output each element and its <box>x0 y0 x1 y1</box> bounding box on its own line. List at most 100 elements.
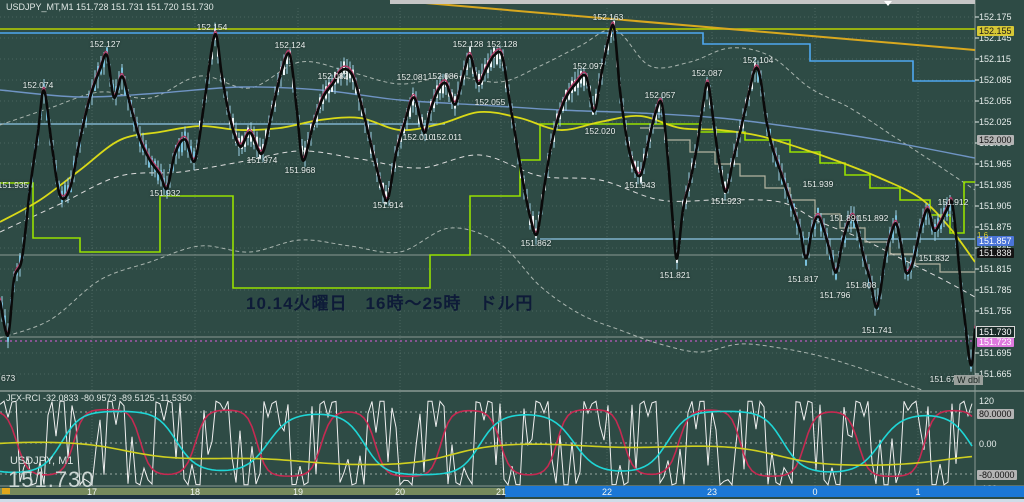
time-label: 18 <box>189 487 201 497</box>
swing-price-label: 151.676 <box>929 374 961 384</box>
swing-price-label: 151.935 <box>0 180 29 190</box>
swing-price-label: 151.968 <box>284 165 316 175</box>
swing-price-label: 151.862 <box>520 238 552 248</box>
swing-price-label: 151.808 <box>845 280 877 290</box>
w-dbl-badge: W dbl <box>954 375 984 385</box>
scrollbar-origin-marker <box>2 488 10 494</box>
indicator-tick-label: 80.0000 <box>977 409 1014 419</box>
current-price-box: 151.730 <box>976 326 1015 338</box>
price-badge: 152.155 <box>977 26 1014 36</box>
time-label: 20 <box>394 487 406 497</box>
price-tick-label: 151.755 <box>979 306 1012 316</box>
ma-black <box>0 23 975 367</box>
price-badge: 151.723 <box>977 337 1014 347</box>
swing-price-label: 152.057 <box>644 90 676 100</box>
indicator-tick-label: 120 <box>979 396 995 406</box>
swing-price-label: 151.832 <box>918 253 950 263</box>
swing-price-label: 152.124 <box>274 40 306 50</box>
time-axis-background <box>0 495 505 500</box>
swing-price-label: 151.741 <box>861 325 893 335</box>
marker-triangle-icon <box>884 1 892 6</box>
time-label: 21 <box>495 487 507 497</box>
swing-price-label: 152.097 <box>572 61 604 71</box>
ma-yellow <box>0 110 975 263</box>
indicator-tick-label: 0.00 <box>979 439 997 449</box>
time-label: 1 <box>915 487 921 497</box>
price-tick-label: 152.025 <box>979 117 1012 127</box>
indicator-label: JFX-RCI -32.0833 -80.9573 -89.5125 -11.5… <box>6 393 192 403</box>
ma-steelblue <box>0 86 975 159</box>
time-label: 0 <box>812 487 818 497</box>
time-label: 23 <box>706 487 718 497</box>
price-badge: 151.857 <box>977 236 1014 246</box>
price-tick-label: 151.905 <box>979 201 1012 211</box>
price-tick-label: 151.815 <box>979 264 1012 274</box>
swing-price-label: 152.163 <box>592 12 624 22</box>
price-tick-label: 151.935 <box>979 180 1012 190</box>
donchian-lime-step <box>0 123 975 289</box>
swing-price-label: 152.020 <box>584 126 616 136</box>
swing-price-label: 151.891 <box>829 213 861 223</box>
swing-price-label: 151.817 <box>787 274 819 284</box>
price-tick-label: 152.085 <box>979 75 1012 85</box>
price-badge: 151.838 <box>977 248 1014 258</box>
swing-price-label: 151.932 <box>149 188 181 198</box>
window-bottom-edge <box>0 499 1024 502</box>
swing-price-label: 151.892 <box>857 213 889 223</box>
session-annotation: 10.14火曜日 16時～25時 ドル円 <box>246 294 534 313</box>
step-tan <box>640 127 975 273</box>
price-badge: 152.000 <box>977 135 1014 145</box>
swing-price-label: 151.923 <box>710 196 742 206</box>
swing-price-label: 152.055 <box>474 97 506 107</box>
swing-price-label: 152.128 <box>486 39 518 49</box>
swing-price-label: 151.939 <box>802 179 834 189</box>
price-tick-label: 152.175 <box>979 12 1012 22</box>
time-axis-bar[interactable] <box>0 488 505 495</box>
symbol-watermark: USDJPY, M1 <box>10 455 74 467</box>
ohlc-info: USDJPY_MT,M1 151.728 151.731 151.720 151… <box>6 2 214 12</box>
axis-note: 1.6 <box>977 231 989 240</box>
swing-price-label: 152.104 <box>742 55 774 65</box>
swing-price-label: 152.087 <box>691 68 723 78</box>
indicator-pane <box>0 400 975 486</box>
swing-price-label: 151.914 <box>372 200 404 210</box>
price-tick-label: 151.875 <box>979 222 1012 232</box>
price-tick-label: 151.965 <box>979 159 1012 169</box>
rci-cyan <box>0 410 973 476</box>
swing-price-label: 151.796 <box>819 290 851 300</box>
time-label: 19 <box>292 487 304 497</box>
rci-white <box>0 400 973 486</box>
swing-price-label: 152.074 <box>22 80 54 90</box>
indicator-tick-label: -80.0000 <box>977 470 1017 480</box>
bb-upper <box>0 28 975 191</box>
price-tick-label: 151.785 <box>979 285 1012 295</box>
step-blue <box>0 32 975 82</box>
time-label: 22 <box>601 487 613 497</box>
swing-price-label: 152.081 <box>396 72 428 82</box>
time-label: 17 <box>86 487 98 497</box>
rci-crimson <box>0 408 973 478</box>
bb-lower <box>0 227 924 390</box>
swing-price-label: 152.086 <box>427 71 459 81</box>
bb-mid <box>0 150 975 298</box>
horizontal-scrollbar[interactable] <box>505 486 1024 497</box>
trendline-gold <box>389 0 975 51</box>
main-pane <box>0 0 975 390</box>
swing-price-label: 152.011 <box>431 132 463 142</box>
swing-price-label: 152.128 <box>452 39 484 49</box>
rci-yellow <box>0 441 973 466</box>
current-price-display: 151.730 <box>8 467 95 492</box>
grid <box>0 8 975 486</box>
price-tick-label: 152.145 <box>979 33 1012 43</box>
price-tick-label: 151.665 <box>979 369 1012 379</box>
price-tick-label: 151.695 <box>979 348 1012 358</box>
price-tick-label: 152.055 <box>979 96 1012 106</box>
swing-price-label: 152.082 <box>317 71 349 81</box>
swing-price-label: 151.821 <box>659 270 691 280</box>
swing-price-label: 151.912 <box>937 197 969 207</box>
swing-price-label: 151.943 <box>624 180 656 190</box>
price-tick-label: 152.115 <box>979 54 1011 64</box>
swing-price-label: 152.010 <box>402 132 434 142</box>
